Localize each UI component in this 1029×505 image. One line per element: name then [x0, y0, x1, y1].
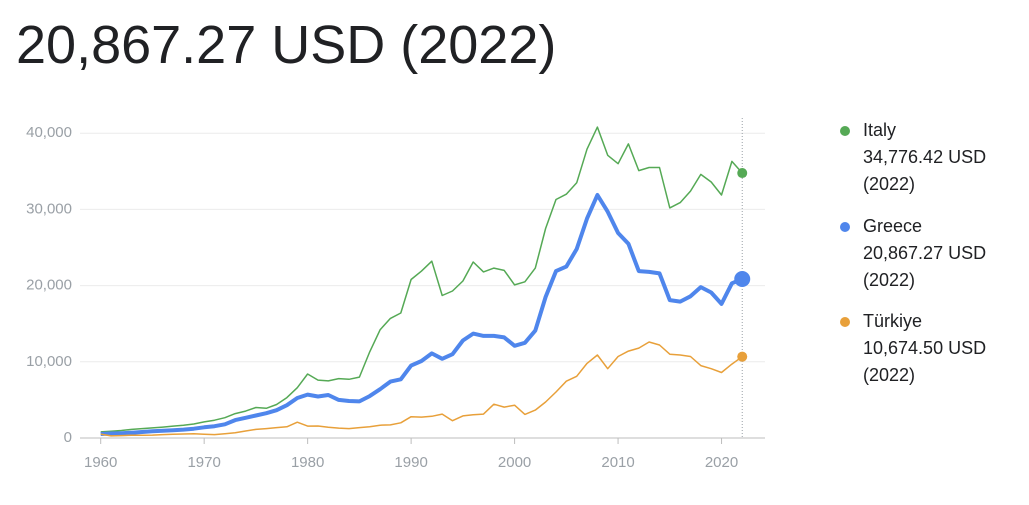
x-tick-label: 2020	[705, 454, 738, 471]
legend-dot	[840, 317, 850, 327]
headline: 20,867.27 USD (2022)	[16, 15, 557, 75]
legend-entry[interactable]: Italy 34,776.42 USD (2022)	[840, 117, 1023, 198]
legend-dot	[840, 222, 850, 232]
legend-name: Greece	[863, 216, 923, 236]
legend-text: Türkiye 10,674.50 USD (2022)	[863, 308, 1023, 389]
x-tick-label: 1960	[84, 454, 117, 471]
end-marker	[737, 351, 748, 362]
legend-text: Italy 34,776.42 USD (2022)	[863, 117, 1023, 198]
x-tick-label: 1980	[291, 454, 324, 471]
x-tick-label: 1970	[187, 454, 220, 471]
legend-name: Türkiye	[863, 311, 923, 331]
y-tick-label: 0	[64, 429, 72, 446]
x-tick-label: 2000	[498, 454, 531, 471]
x-tick-label: 1990	[394, 454, 427, 471]
end-marker	[737, 168, 748, 179]
x-tick-label: 2010	[601, 454, 634, 471]
end-marker	[734, 271, 751, 288]
series-line	[100, 126, 743, 433]
y-tick-label: 30,000	[26, 200, 72, 217]
legend-value: 20,867.27 USD (2022)	[863, 243, 987, 290]
legend-dot	[840, 126, 850, 136]
y-tick-label: 10,000	[26, 353, 72, 370]
y-tick-label: 40,000	[26, 124, 72, 141]
series-line	[100, 341, 743, 437]
legend-value: 10,674.50 USD (2022)	[863, 338, 987, 385]
y-tick-label: 20,000	[26, 277, 72, 294]
series-line	[100, 193, 743, 436]
legend-name: Italy	[863, 120, 897, 140]
legend-entry[interactable]: Türkiye 10,674.50 USD (2022)	[840, 308, 1023, 389]
legend-value: 34,776.42 USD (2022)	[863, 147, 987, 194]
legend-text: Greece 20,867.27 USD (2022)	[863, 213, 1023, 294]
legend-entry[interactable]: Greece 20,867.27 USD (2022)	[840, 213, 1023, 294]
